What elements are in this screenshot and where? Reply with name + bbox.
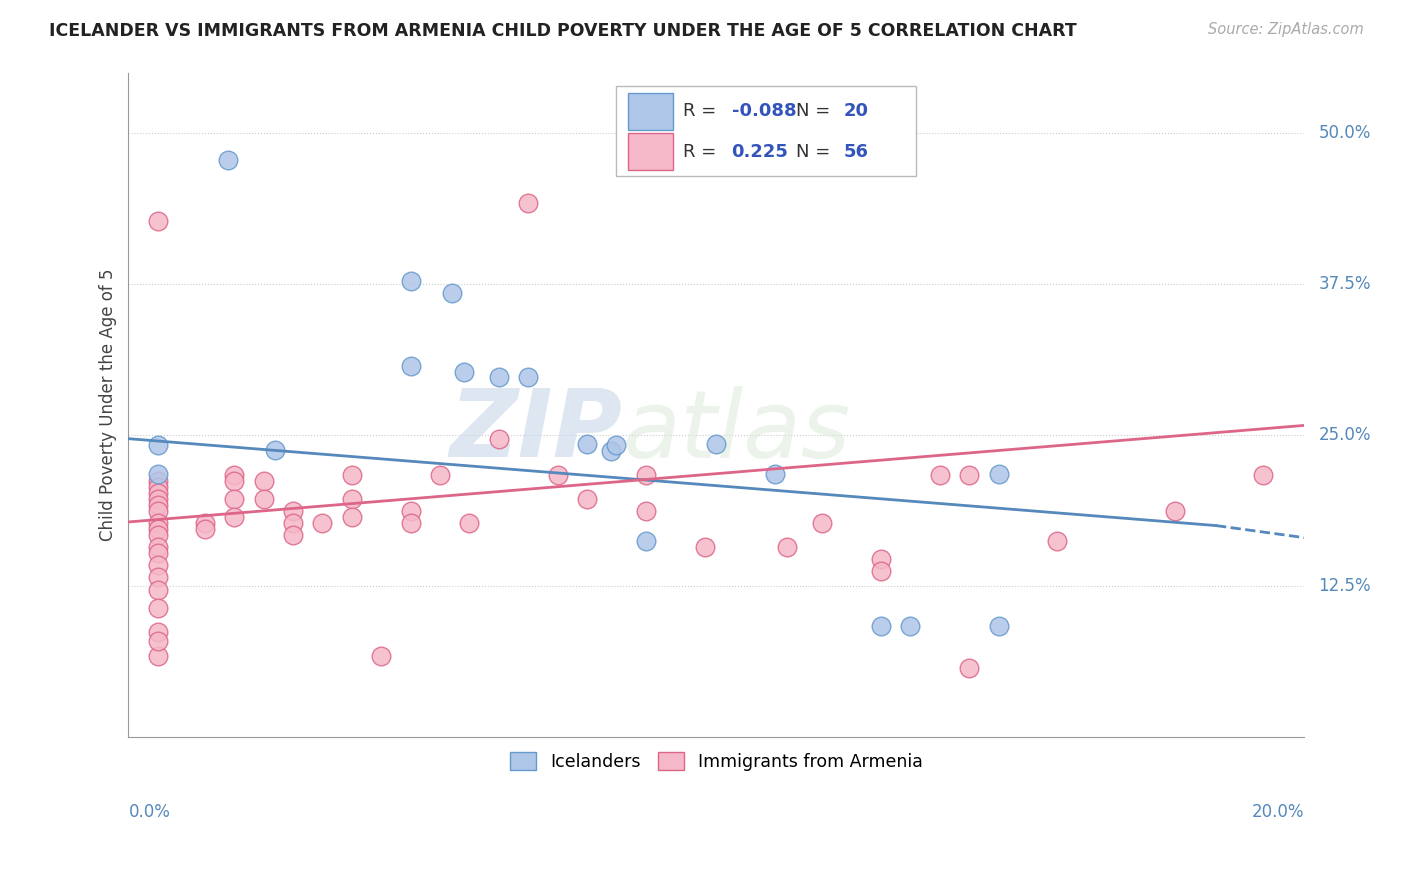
Text: R =: R = bbox=[683, 103, 723, 120]
Text: 56: 56 bbox=[844, 143, 869, 161]
Point bbox=[704, 436, 727, 450]
Bar bbox=[628, 133, 673, 170]
Point bbox=[576, 436, 599, 450]
Text: R =: R = bbox=[683, 143, 723, 161]
Point bbox=[146, 528, 169, 542]
Point bbox=[224, 467, 246, 482]
Point bbox=[987, 619, 1010, 633]
Point bbox=[146, 480, 169, 494]
Point bbox=[870, 565, 893, 579]
Point bbox=[146, 491, 169, 506]
Point bbox=[605, 438, 627, 452]
Point bbox=[146, 582, 169, 597]
Text: atlas: atlas bbox=[623, 386, 851, 477]
Point bbox=[576, 491, 599, 506]
Point bbox=[399, 516, 422, 531]
Point bbox=[146, 558, 169, 573]
Text: 20.0%: 20.0% bbox=[1251, 803, 1305, 822]
Text: 0.225: 0.225 bbox=[731, 143, 789, 161]
Point bbox=[281, 504, 304, 518]
Text: 20: 20 bbox=[844, 103, 869, 120]
Point bbox=[763, 467, 786, 481]
Point bbox=[440, 285, 463, 300]
Point bbox=[399, 274, 422, 288]
Legend: Icelanders, Immigrants from Armenia: Icelanders, Immigrants from Armenia bbox=[503, 745, 929, 778]
Text: 50.0%: 50.0% bbox=[1319, 124, 1371, 143]
Point bbox=[146, 648, 169, 663]
Point bbox=[146, 214, 169, 228]
Text: ZIP: ZIP bbox=[450, 385, 623, 477]
Text: 25.0%: 25.0% bbox=[1319, 426, 1371, 444]
Point bbox=[281, 516, 304, 531]
Point bbox=[146, 438, 169, 452]
Point bbox=[399, 504, 422, 518]
Point bbox=[146, 634, 169, 648]
Point bbox=[194, 522, 217, 536]
Text: 0.0%: 0.0% bbox=[128, 803, 170, 822]
Point bbox=[776, 541, 799, 555]
Point bbox=[224, 474, 246, 488]
Point bbox=[870, 552, 893, 566]
Point bbox=[928, 467, 950, 482]
Point bbox=[693, 541, 716, 555]
Point bbox=[458, 516, 481, 531]
Bar bbox=[628, 93, 673, 130]
Point bbox=[517, 370, 540, 384]
Point bbox=[634, 504, 657, 518]
Text: Source: ZipAtlas.com: Source: ZipAtlas.com bbox=[1208, 22, 1364, 37]
Text: -0.088: -0.088 bbox=[731, 103, 796, 120]
Point bbox=[146, 504, 169, 518]
Text: 12.5%: 12.5% bbox=[1319, 577, 1371, 595]
Point bbox=[146, 467, 169, 481]
Point bbox=[146, 486, 169, 500]
Point bbox=[146, 516, 169, 531]
Y-axis label: Child Poverty Under the Age of 5: Child Poverty Under the Age of 5 bbox=[100, 268, 117, 541]
Point bbox=[634, 467, 657, 482]
Point bbox=[311, 516, 333, 531]
Point bbox=[146, 474, 169, 488]
Point bbox=[488, 370, 510, 384]
Point bbox=[547, 467, 569, 482]
Point bbox=[146, 498, 169, 512]
Point bbox=[957, 661, 980, 675]
Point bbox=[146, 600, 169, 615]
Text: N =: N = bbox=[796, 103, 837, 120]
Point bbox=[517, 196, 540, 211]
Point bbox=[898, 619, 921, 633]
Point bbox=[429, 467, 451, 482]
Point bbox=[340, 510, 363, 524]
Point bbox=[599, 443, 621, 458]
Point bbox=[634, 534, 657, 549]
Text: N =: N = bbox=[796, 143, 837, 161]
Point bbox=[253, 491, 276, 506]
Point bbox=[264, 442, 287, 457]
Point bbox=[1164, 504, 1187, 518]
Point bbox=[453, 365, 475, 379]
Point bbox=[340, 467, 363, 482]
FancyBboxPatch shape bbox=[616, 87, 917, 176]
Point bbox=[811, 516, 834, 531]
Point bbox=[957, 467, 980, 482]
Point bbox=[253, 474, 276, 488]
Point bbox=[146, 570, 169, 584]
Point bbox=[224, 510, 246, 524]
Point bbox=[340, 491, 363, 506]
Point bbox=[146, 541, 169, 555]
Point bbox=[217, 153, 239, 167]
Point bbox=[224, 491, 246, 506]
Text: ICELANDER VS IMMIGRANTS FROM ARMENIA CHILD POVERTY UNDER THE AGE OF 5 CORRELATIO: ICELANDER VS IMMIGRANTS FROM ARMENIA CHI… bbox=[49, 22, 1077, 40]
Point bbox=[488, 432, 510, 446]
Point bbox=[281, 528, 304, 542]
Point bbox=[146, 624, 169, 639]
Point bbox=[870, 619, 893, 633]
Point bbox=[1046, 534, 1069, 549]
Point bbox=[146, 546, 169, 560]
Point bbox=[1251, 467, 1274, 482]
Text: 37.5%: 37.5% bbox=[1319, 276, 1371, 293]
Point bbox=[399, 359, 422, 374]
Point bbox=[194, 516, 217, 531]
Point bbox=[987, 467, 1010, 481]
Point bbox=[370, 648, 392, 663]
Point bbox=[146, 522, 169, 536]
